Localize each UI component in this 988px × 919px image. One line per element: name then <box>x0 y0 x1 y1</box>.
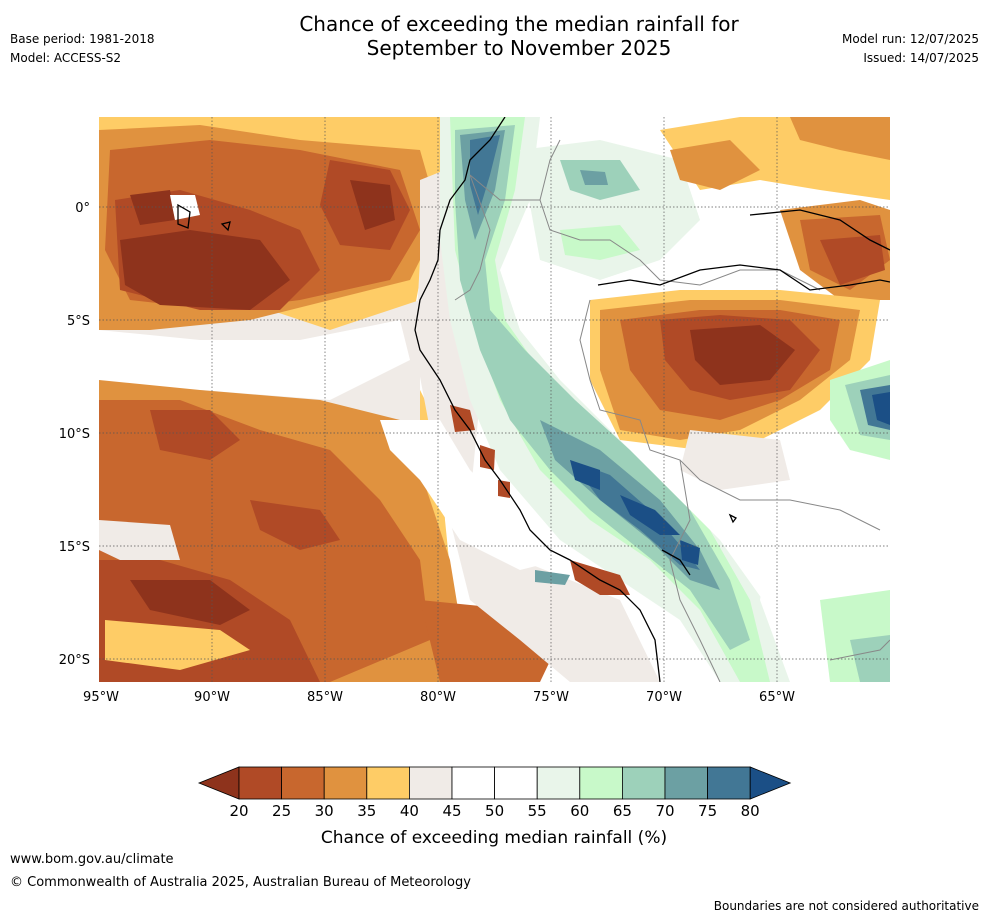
colorbar-extend-high <box>749 766 792 800</box>
colorbar-tick-label: 30 <box>315 802 334 820</box>
colorbar-swatch <box>707 766 751 800</box>
colorbar-tick-label: 70 <box>655 802 674 820</box>
title-line-1: Chance of exceeding the median rainfall … <box>299 12 739 36</box>
lon-label-85w: 85°W <box>307 690 343 705</box>
lat-label-0: 0° <box>75 201 90 216</box>
colorbar-tick-label: 20 <box>229 802 248 820</box>
lat-label-20s: 20°S <box>59 653 90 668</box>
colorbar-swatch <box>622 766 666 800</box>
colorbar-swatch <box>579 766 623 800</box>
base-period-text: Base period: 1981-2018 <box>10 32 155 46</box>
colorbar-tick-label: 45 <box>442 802 461 820</box>
meta-right: Model run: 12/07/2025 Issued: 14/07/2025 <box>842 32 979 70</box>
title-line-2: September to November 2025 <box>366 36 672 60</box>
lat-label-5s: 5°S <box>67 314 90 329</box>
lat-label-15s: 15°S <box>59 540 90 555</box>
meta-left: Base period: 1981-2018 Model: ACCESS-S2 <box>10 32 155 70</box>
footer-note: Boundaries are not considered authoritat… <box>713 899 979 913</box>
colorbar-tick-label: 35 <box>357 802 376 820</box>
colorbar: 20 25 30 35 40 45 50 55 60 65 70 75 80 Chance of exc… <box>197 766 792 848</box>
lon-label-90w: 90°W <box>194 690 230 705</box>
footer-url: www.bom.gov.au/climate <box>10 852 174 867</box>
issued-text: Issued: 14/07/2025 <box>863 51 979 65</box>
colorbar-swatch <box>323 766 368 800</box>
graticule <box>99 117 890 682</box>
colorbar-tick-label: 60 <box>570 802 589 820</box>
colorbar-ticks: 20 25 30 35 40 45 50 55 60 65 70 75 80 <box>229 802 759 820</box>
colorbar-tick-label: 50 <box>485 802 504 820</box>
lon-label-80w: 80°W <box>420 690 456 705</box>
colorbar-swatch <box>408 766 453 800</box>
colorbar-swatch <box>451 766 495 800</box>
colorbar-tick-label: 55 <box>528 802 547 820</box>
lat-label-10s: 10°S <box>59 427 90 442</box>
footer-copyright: © Commonwealth of Australia 2025, Austra… <box>10 875 471 890</box>
colorbar-extend-low <box>197 766 240 800</box>
colorbar-tick-label: 75 <box>698 802 717 820</box>
colorbar-swatches <box>197 766 792 800</box>
colorbar-swatch <box>536 766 581 800</box>
coastline <box>177 117 890 682</box>
country-boundaries <box>454 139 890 682</box>
model-text: Model: ACCESS-S2 <box>10 51 122 65</box>
colorbar-swatch <box>281 766 325 800</box>
colorbar-tick-label: 25 <box>272 802 291 820</box>
colorbar-label: Chance of exceeding median rainfall (%) <box>321 828 667 848</box>
colorbar-tick-label: 80 <box>741 802 760 820</box>
map-title: Chance of exceeding the median rainfall … <box>194 12 844 60</box>
model-run-text: Model run: 12/07/2025 <box>841 32 979 46</box>
colorbar-tick-label: 40 <box>400 802 419 820</box>
colorbar-swatch <box>494 766 538 800</box>
colorbar-tick-label: 65 <box>613 802 632 820</box>
lon-label-95w: 95°W <box>83 690 119 705</box>
lon-label-65w: 65°W <box>759 690 795 705</box>
colorbar-swatch <box>238 766 282 800</box>
colorbar-swatch <box>366 766 410 800</box>
colorbar-swatch <box>664 766 708 800</box>
lon-label-70w: 70°W <box>646 690 682 705</box>
rainfall-field <box>99 117 890 682</box>
lon-label-75w: 75°W <box>533 690 569 705</box>
